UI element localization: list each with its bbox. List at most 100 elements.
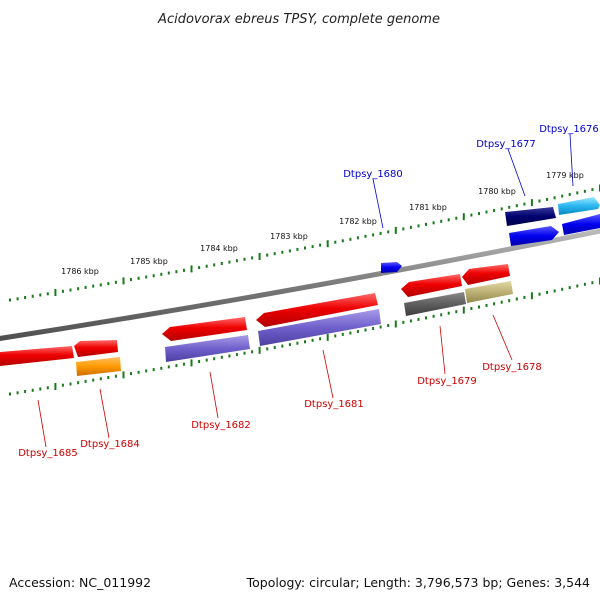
feature-dtpsy-1680[interactable] <box>381 262 402 273</box>
outer-scale-minor-tick <box>576 191 579 195</box>
scale-labels: 1786 kbp 1785 kbp 1784 kbp 1783 kbp 1782… <box>61 171 584 276</box>
feature-dtpsy-1684-lower[interactable] <box>76 357 121 376</box>
inner-scale-minor-tick <box>107 376 110 379</box>
outer-scale-minor-tick <box>356 236 359 240</box>
outer-scale-minor-tick <box>288 249 291 253</box>
scale-label-1780: 1780 kbp <box>478 187 516 196</box>
scale-label-1779: 1779 kbp <box>546 171 584 180</box>
reverse-leader-lines <box>37 314 513 448</box>
scale-label-1785: 1785 kbp <box>130 257 168 266</box>
inner-scale-minor-tick <box>334 334 337 338</box>
outer-scale-minor-tick <box>417 224 420 228</box>
gene-label-dtpsy-1676[interactable]: Dtpsy_1676 <box>539 124 599 135</box>
outer-scale-minor-tick <box>24 296 27 299</box>
feature-dtpsy-1685[interactable] <box>0 346 74 366</box>
outer-scale-minor-tick <box>61 289 64 293</box>
gene-label-dtpsy-1677[interactable]: Dtpsy_1677 <box>476 139 536 150</box>
inner-scale-minor-tick <box>546 291 549 294</box>
gene-label-dtpsy-1678[interactable]: Dtpsy_1678 <box>482 362 542 373</box>
outer-scale-minor-tick <box>205 264 208 268</box>
feature-dtpsy-1679-lower[interactable] <box>404 292 466 316</box>
outer-scale-minor-tick <box>69 288 72 292</box>
inner-scale-minor-tick <box>198 360 201 363</box>
outer-scale-minor-tick <box>485 210 488 214</box>
feature-dtpsy-1682-lower[interactable] <box>165 335 250 362</box>
inner-scale-minor-tick <box>425 316 427 320</box>
outer-scale-minor-tick <box>523 202 526 206</box>
outer-scale-minor-tick <box>568 193 571 196</box>
inner-scale-minor-tick <box>364 328 367 332</box>
inner-scale-minor-tick <box>478 305 480 309</box>
feature-dtpsy-1678-upper[interactable] <box>462 264 510 285</box>
outer-scale-minor-tick <box>425 222 427 226</box>
outer-scale-minor-tick <box>107 282 110 286</box>
gene-label-dtpsy-1685[interactable]: Dtpsy_1685 <box>18 448 78 459</box>
inner-scale-minor-tick <box>167 365 170 369</box>
inner-scale-minor-tick <box>39 387 42 391</box>
gene-label-dtpsy-1681[interactable]: Dtpsy_1681 <box>304 399 364 410</box>
inner-scale-minor-tick <box>213 357 216 361</box>
outer-scale-minor-tick <box>447 218 450 222</box>
outer-scale-minor-tick <box>31 294 34 298</box>
inner-scale-minor-tick <box>205 358 208 362</box>
inner-scale-minor-tick <box>538 292 541 296</box>
gene-label-dtpsy-1680[interactable]: Dtpsy_1680 <box>343 169 403 180</box>
outer-scale-minor-tick <box>167 271 170 275</box>
leader-line-dtpsy-1676 <box>569 133 574 187</box>
feature-dtpsy-1684-upper[interactable] <box>74 340 118 357</box>
feature-dtpsy-1679-upper[interactable] <box>401 274 462 297</box>
feature-dtpsy-1677-lower[interactable] <box>509 226 559 246</box>
inner-scale-major-tick <box>462 306 465 314</box>
inner-scale-minor-tick <box>281 344 284 348</box>
outer-scale-minor-tick <box>39 293 42 297</box>
outer-scale-minor-tick <box>266 253 269 257</box>
outer-scale-minor-tick <box>152 274 155 278</box>
inner-scale-minor-tick <box>349 331 352 335</box>
inner-scale-minor-tick <box>515 297 518 301</box>
outer-scale-minor-tick <box>304 246 306 250</box>
inner-scale-minor-tick <box>387 324 390 327</box>
inner-scale-minor-tick <box>16 391 19 395</box>
inner-scale-major-tick <box>394 320 397 328</box>
inner-scale-minor-tick <box>576 284 579 288</box>
leader-line-dtpsy-1681 <box>322 349 334 399</box>
gene-label-dtpsy-1682[interactable]: Dtpsy_1682 <box>191 420 251 431</box>
inner-scale-minor-tick <box>228 354 231 358</box>
inner-scale-minor-tick <box>137 370 140 374</box>
gene-label-dtpsy-1684[interactable]: Dtpsy_1684 <box>80 439 140 450</box>
scale-label-1784: 1784 kbp <box>200 244 238 253</box>
inner-scale-minor-tick <box>92 378 95 382</box>
inner-scale-minor-tick <box>470 307 473 310</box>
feature-dtpsy-1681-upper[interactable] <box>256 293 378 327</box>
feature-dtpsy-1676-lower[interactable] <box>562 214 600 235</box>
accession-text: Accession: NC_011992 <box>9 575 152 590</box>
inner-scale-minor-tick <box>84 379 87 383</box>
inner-scale-minor-tick <box>417 317 420 321</box>
outer-scale-minor-tick <box>515 204 518 208</box>
scale-label-1781: 1781 kbp <box>409 203 447 212</box>
inner-scale-minor-tick <box>175 364 178 368</box>
inner-scale-minor-tick <box>591 281 594 285</box>
outer-scale-minor-tick <box>500 207 503 211</box>
inner-scale-major-tick <box>326 333 329 341</box>
inner-scale-minor-tick <box>356 330 359 333</box>
outer-scale-major-tick <box>394 226 397 234</box>
inner-scale-minor-tick <box>145 369 148 373</box>
leader-line-dtpsy-1679 <box>439 325 446 375</box>
inner-scale-minor-tick <box>251 350 254 354</box>
outer-scale-major-tick <box>190 265 193 273</box>
feature-dtpsy-1676-upper[interactable] <box>558 197 600 215</box>
outer-scale-minor-tick <box>77 287 80 291</box>
outer-scale-minor-tick <box>455 216 458 220</box>
feature-dtpsy-1678-lower[interactable] <box>465 281 513 303</box>
inner-scale-minor-tick <box>130 372 132 376</box>
gene-label-dtpsy-1679[interactable]: Dtpsy_1679 <box>417 376 477 387</box>
feature-dtpsy-1682-upper[interactable] <box>162 317 247 341</box>
outer-scale-major-tick <box>122 277 125 285</box>
outer-scale-minor-tick <box>508 205 511 209</box>
outer-scale-major-tick <box>530 199 533 207</box>
outer-scale-minor-tick <box>470 213 473 217</box>
inner-scale-minor-tick <box>69 382 72 386</box>
feature-dtpsy-1681-lower[interactable] <box>258 309 381 346</box>
feature-dtpsy-1677-upper[interactable] <box>505 207 556 226</box>
